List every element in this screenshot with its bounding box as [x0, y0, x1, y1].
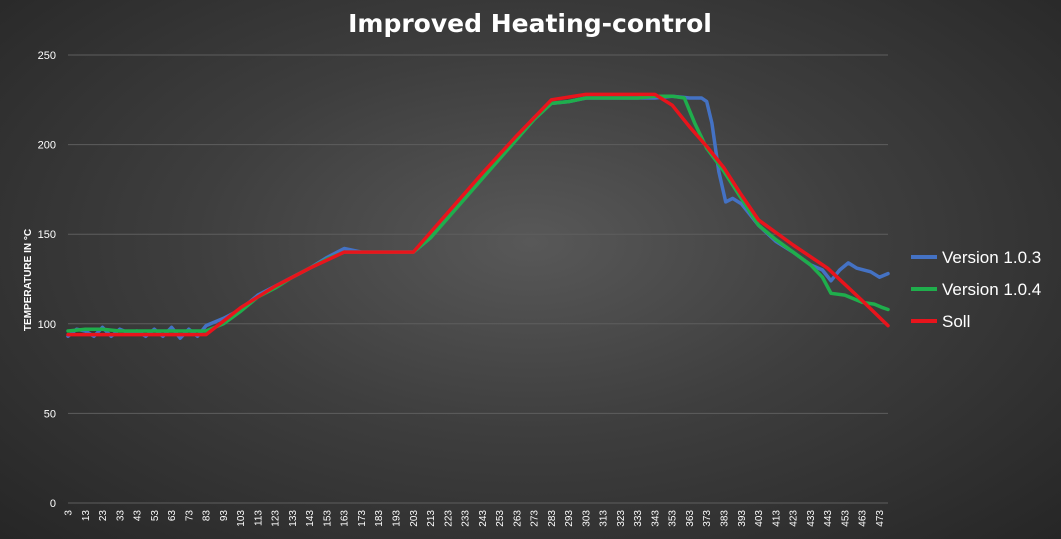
x-tick-label: 443	[823, 510, 834, 527]
grid-lines	[68, 54, 888, 504]
x-tick-label: 73	[184, 510, 195, 522]
x-tick-label: 353	[668, 510, 679, 527]
x-tick-label: 203	[409, 510, 420, 527]
x-tick-label: 143	[305, 510, 316, 527]
x-tick-label: 133	[288, 510, 299, 527]
x-tick-label: 393	[737, 510, 748, 527]
x-tick-label: 303	[581, 510, 592, 527]
x-tick-label: 403	[754, 510, 765, 527]
x-tick-label: 163	[340, 510, 351, 527]
x-tick-label: 243	[478, 510, 489, 527]
x-tick-label: 383	[720, 510, 731, 527]
y-tick-label: 50	[44, 408, 56, 420]
x-tick-label: 213	[426, 510, 437, 527]
x-tick-label: 463	[858, 510, 869, 527]
series-line-1	[66, 94, 890, 340]
y-axis-ticks: 0 50 100 150 200 250	[38, 50, 56, 510]
x-tick-label: 83	[202, 510, 213, 522]
x-tick-label: 153	[322, 510, 333, 527]
x-tick-label: 473	[875, 510, 886, 527]
x-tick-label: 313	[599, 510, 610, 527]
x-tick-label: 123	[271, 510, 282, 527]
x-tick-label: 333	[633, 510, 644, 527]
x-tick-label: 413	[771, 510, 782, 527]
x-tick-label: 423	[789, 510, 800, 527]
legend-label: Version 1.0.4	[942, 280, 1041, 299]
legend-label: Soll	[942, 312, 970, 331]
x-tick-label: 193	[392, 510, 403, 527]
x-tick-label: 93	[219, 510, 230, 522]
x-tick-label: 13	[81, 510, 92, 522]
y-tick-label: 200	[38, 140, 56, 152]
series-line-2	[66, 94, 890, 333]
x-axis-ticks: 3 13 23 33 43 53 63 73 83 93 103 113 123 133 143 153 163…	[64, 510, 886, 527]
y-axis-label: TEMPERATURE IN °C	[23, 229, 34, 331]
x-tick-label: 283	[547, 510, 558, 527]
x-tick-label: 433	[806, 510, 817, 527]
x-tick-label: 223	[443, 510, 454, 527]
x-tick-label: 113	[253, 510, 264, 526]
legend-label: Version 1.0.3	[942, 248, 1041, 267]
x-tick-label: 373	[702, 510, 713, 527]
x-tick-label: 103	[236, 510, 247, 527]
x-tick-label: 273	[530, 510, 541, 527]
y-tick-label: 0	[50, 498, 56, 510]
x-tick-label: 263	[512, 510, 523, 527]
x-tick-label: 33	[115, 510, 126, 522]
x-tick-label: 3	[64, 510, 75, 516]
x-tick-label: 43	[133, 510, 144, 522]
x-tick-label: 323	[616, 510, 627, 527]
x-tick-label: 293	[564, 510, 575, 527]
x-tick-label: 453	[840, 510, 851, 527]
legend: Version 1.0.3 Version 1.0.4 Soll	[911, 248, 1041, 331]
x-tick-label: 173	[357, 510, 368, 527]
y-tick-label: 250	[38, 50, 56, 62]
y-tick-label: 150	[38, 229, 56, 241]
x-tick-label: 343	[650, 510, 661, 527]
y-tick-label: 100	[38, 319, 56, 331]
x-tick-label: 23	[98, 510, 109, 522]
chart-title: Improved Heating-control	[348, 9, 712, 38]
x-tick-label: 253	[495, 510, 506, 527]
x-tick-label: 233	[461, 510, 472, 527]
x-tick-label: 183	[374, 510, 385, 527]
series-line-3	[66, 92, 890, 337]
x-tick-label: 53	[150, 510, 161, 522]
x-tick-label: 363	[685, 510, 696, 527]
series-lines	[66, 92, 890, 340]
x-tick-label: 63	[167, 510, 178, 522]
